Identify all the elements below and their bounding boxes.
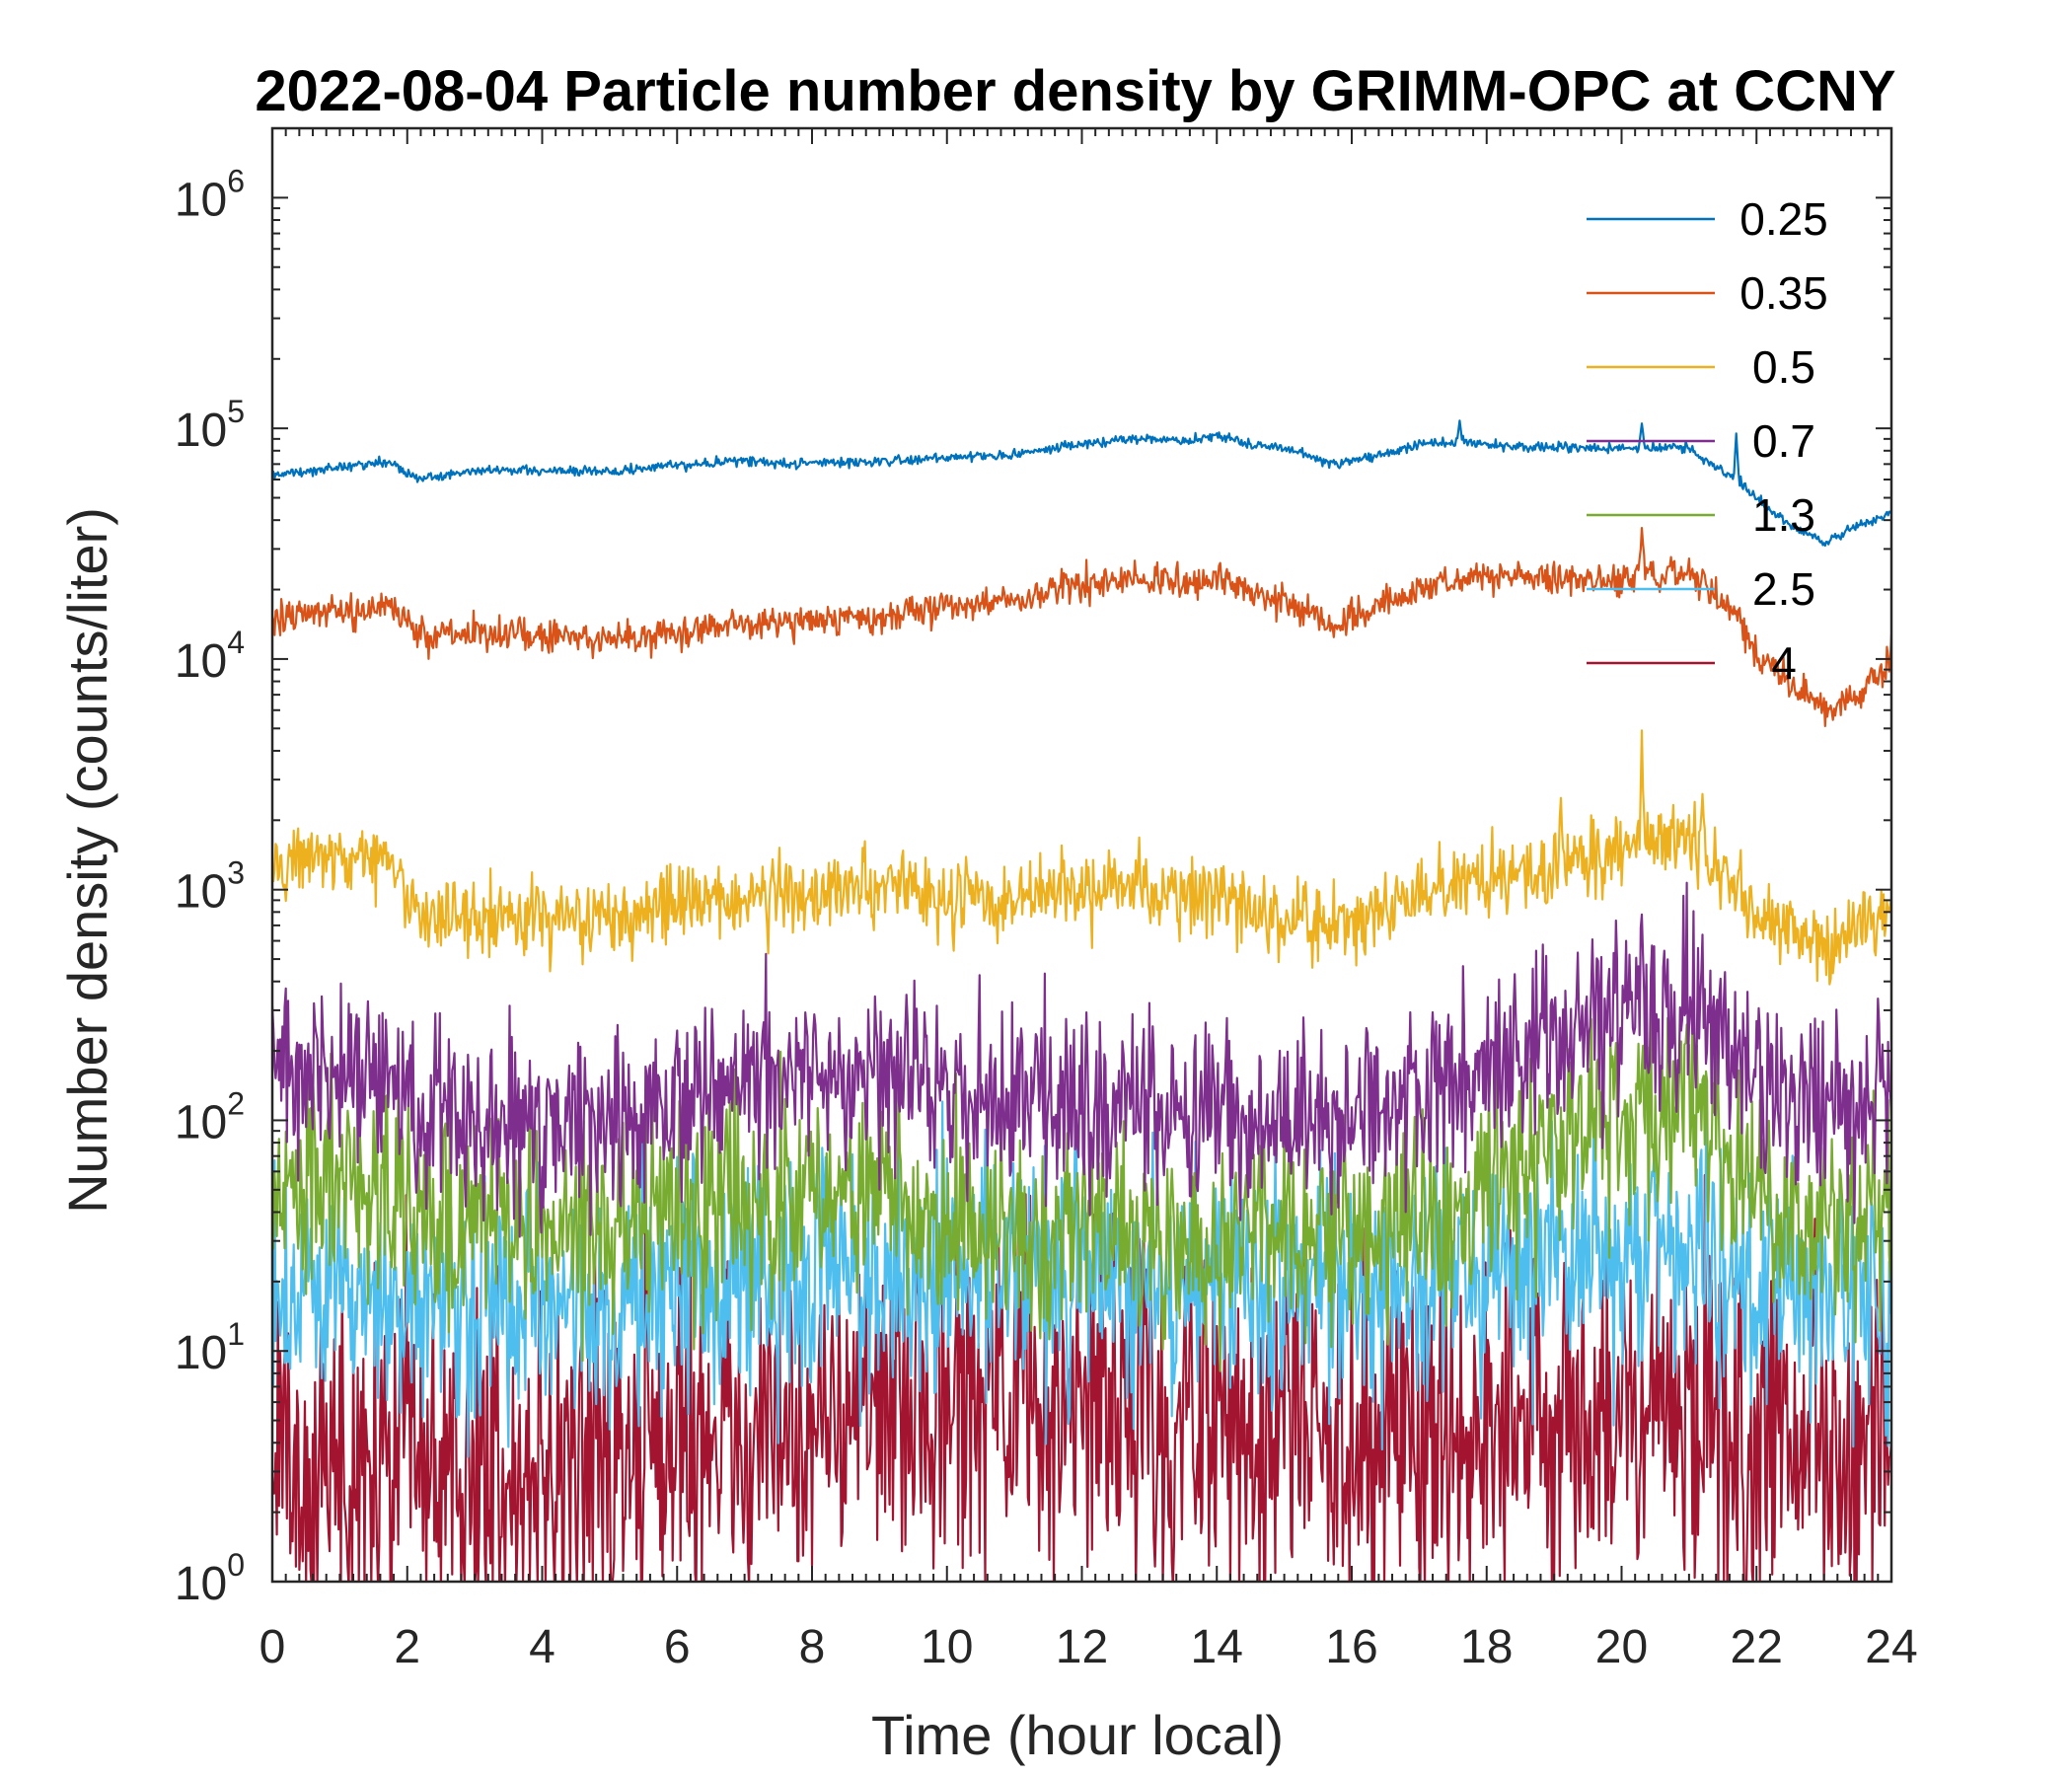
x-tick-label: 14 <box>1191 1621 1243 1673</box>
x-tick-label: 12 <box>1056 1621 1108 1673</box>
x-tick-label: 24 <box>1865 1621 1917 1673</box>
legend-label-1.3: 1.3 <box>1752 489 1815 541</box>
y-tick-label: 104 <box>175 625 245 688</box>
y-tick-base: 10 <box>175 1096 227 1148</box>
y-tick-base: 10 <box>175 1558 227 1610</box>
legend: 0.25 0.35 0.5 0.7 1.3 2.5 4 <box>1587 193 1828 689</box>
series-line-0.35 <box>272 527 1891 727</box>
legend-label-4: 4 <box>1771 637 1797 689</box>
legend-label-0.7: 0.7 <box>1752 415 1815 467</box>
y-tick-exponent: 1 <box>227 1316 245 1352</box>
series-line-1.3 <box>272 995 1891 1372</box>
y-tick-base: 10 <box>175 866 227 919</box>
axes-group: 0 2 4 6 8 10 12 14 16 18 20 22 241001011021031041051… <box>175 126 1918 1673</box>
x-tick-label: 16 <box>1325 1621 1377 1673</box>
series-line-0.25 <box>272 419 1891 548</box>
y-tick-exponent: 3 <box>227 855 245 891</box>
y-tick-label: 100 <box>175 1547 245 1610</box>
y-tick-label: 106 <box>175 163 245 226</box>
series-line-0.5 <box>272 729 1891 986</box>
x-tick-label: 20 <box>1595 1621 1648 1673</box>
x-tick-label: 4 <box>529 1621 555 1673</box>
x-tick-label: 18 <box>1460 1621 1513 1673</box>
series-line-0.7 <box>272 881 1891 1238</box>
y-tick-label: 103 <box>175 855 245 919</box>
x-axis-label: Time (hour local) <box>871 1704 1284 1766</box>
x-tick-label: 10 <box>921 1621 973 1673</box>
series-group <box>272 419 1891 1582</box>
y-tick-exponent: 5 <box>227 394 245 429</box>
x-tick-label: 2 <box>394 1621 420 1673</box>
y-tick-exponent: 4 <box>227 625 245 660</box>
y-tick-base: 10 <box>175 1327 227 1379</box>
y-tick-base: 10 <box>175 174 227 226</box>
x-tick-label: 6 <box>664 1621 691 1673</box>
x-tick-label: 22 <box>1731 1621 1783 1673</box>
x-tick-label: 8 <box>799 1621 826 1673</box>
legend-label-0.25: 0.25 <box>1739 193 1828 245</box>
series-line-4 <box>272 1173 1891 1582</box>
legend-label-0.5: 0.5 <box>1752 341 1815 393</box>
x-tick-label: 0 <box>259 1621 286 1673</box>
y-tick-label: 101 <box>175 1316 245 1379</box>
y-axis-label: Number density (counts/liter) <box>56 507 118 1214</box>
y-tick-exponent: 2 <box>227 1085 245 1121</box>
y-tick-exponent: 0 <box>227 1547 245 1583</box>
y-tick-base: 10 <box>175 635 227 688</box>
y-tick-exponent: 6 <box>227 163 245 198</box>
legend-label-0.35: 0.35 <box>1739 267 1828 319</box>
y-tick-label: 105 <box>175 394 245 457</box>
y-tick-label: 102 <box>175 1085 245 1148</box>
chart-title: 2022-08-04 Particle number density by GR… <box>255 59 1895 123</box>
y-tick-base: 10 <box>175 405 227 457</box>
legend-label-2.5: 2.5 <box>1752 563 1815 615</box>
